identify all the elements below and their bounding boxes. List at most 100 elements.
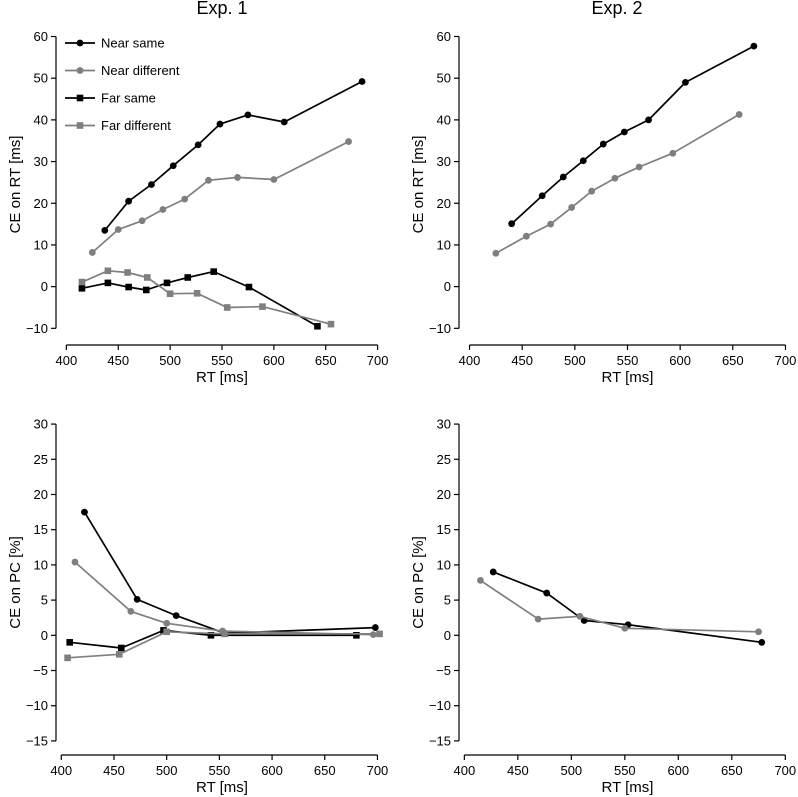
y-tick-label: 60 (437, 29, 451, 44)
series-line (492, 571, 762, 644)
x-tick-label: 550 (211, 353, 233, 368)
data-point (755, 628, 762, 636)
data-point (669, 149, 677, 157)
y-tick-label: −15 (26, 733, 48, 748)
x-tick-label: 700 (367, 763, 389, 778)
legend-item-near_diff: Near different (65, 63, 180, 78)
data-point (66, 639, 74, 646)
series-near-different (476, 576, 762, 636)
legend-label: Far same (101, 91, 156, 106)
x-tick-label: 450 (103, 763, 125, 778)
data-point (580, 617, 588, 624)
x-tick-label: 650 (721, 763, 743, 778)
x-tick-label: 600 (263, 353, 285, 368)
x-tick-label: 650 (314, 763, 336, 778)
series-near-same (489, 568, 766, 646)
x-tick-label: 650 (722, 353, 744, 368)
x-tick-label: 550 (614, 763, 636, 778)
data-point (244, 111, 252, 119)
data-point (71, 558, 79, 566)
data-point (599, 140, 607, 148)
series-line (511, 45, 755, 225)
data-point (216, 120, 224, 128)
data-point (78, 278, 86, 286)
data-point (169, 162, 177, 170)
legend: Near same Near different Far same Far diffe… (65, 36, 180, 133)
title-exp2: Exp. 2 (591, 0, 642, 18)
x-tick-label: 700 (774, 763, 796, 778)
y-tick-label: 60 (34, 29, 48, 44)
y-tick-label: −10 (26, 698, 48, 713)
y-tick-label: 30 (437, 417, 451, 432)
data-point (142, 286, 150, 294)
x-tick-label: 450 (511, 353, 533, 368)
y-tick-label: 5 (444, 593, 451, 608)
data-point (750, 42, 758, 50)
panel-exp2-pc: −15 −10 −5 0 5 10 15 20 25 30 400 450 500 550 600 650 70… (410, 417, 796, 796)
data-point (210, 268, 217, 275)
data-point (234, 174, 241, 181)
data-point (489, 568, 497, 576)
data-point (538, 192, 546, 200)
data-point (221, 630, 228, 638)
y-tick-label: 25 (34, 452, 48, 467)
data-point (621, 624, 629, 632)
data-point (163, 619, 171, 627)
panel-exp2-rt: −10 0 10 20 30 40 50 60 400 450 500 550 600 650 700 RT … (410, 29, 796, 386)
data-point (635, 163, 643, 171)
x-tick-label: 600 (669, 353, 691, 368)
panel-exp1-pc: −15 −10 −5 0 5 10 15 20 25 30 400 450 500 550 600 650 70… (7, 417, 388, 796)
y-tick-label: 0 (444, 628, 451, 643)
y-tick-label: 50 (34, 71, 48, 86)
data-point (125, 283, 132, 291)
series-near-different (492, 111, 743, 257)
y-tick-label: 40 (437, 112, 451, 127)
y-tick-label: 20 (34, 487, 48, 502)
y-tick-label: 5 (41, 593, 48, 608)
data-point (270, 176, 278, 183)
y-axis-label: CE on PC [%] (410, 536, 427, 629)
x-axis-label: RT [ms] (602, 369, 654, 386)
data-point (172, 612, 180, 619)
data-point (523, 232, 530, 240)
legend-marker (76, 122, 84, 129)
data-point (645, 116, 652, 124)
legend-item-far_diff: Far different (65, 118, 171, 133)
y-tick-label: −10 (429, 698, 451, 713)
legend-label: Near same (101, 36, 165, 51)
y-tick-label: −10 (429, 321, 451, 336)
data-point (144, 274, 151, 281)
y-tick-label: 25 (437, 452, 451, 467)
series-line (81, 269, 332, 326)
y-tick-label: 15 (437, 522, 451, 537)
legend-marker (76, 39, 84, 47)
y-tick-label: 40 (34, 112, 48, 127)
y-tick-label: −15 (429, 733, 451, 748)
y-tick-label: −10 (26, 321, 48, 336)
y-tick-label: −5 (436, 663, 451, 678)
data-point (259, 303, 266, 310)
series-line (74, 561, 374, 636)
series-far-different (64, 628, 383, 662)
legend-label: Near different (101, 63, 180, 78)
data-point (114, 226, 122, 233)
data-point (353, 632, 360, 639)
data-point (223, 304, 231, 311)
x-tick-label: 550 (617, 353, 639, 368)
data-point (376, 630, 383, 638)
data-point (508, 220, 516, 228)
series-near-same (81, 508, 379, 637)
data-point (166, 290, 174, 298)
legend-item-near_same: Near same (65, 36, 165, 51)
data-point (194, 141, 202, 149)
legend-marker (76, 67, 84, 74)
y-tick-label: 20 (437, 196, 451, 211)
data-point (78, 285, 86, 292)
data-point (280, 118, 288, 126)
data-point (620, 128, 628, 136)
legend-label: Far different (101, 118, 171, 133)
data-point (163, 279, 171, 287)
series-near-different (71, 558, 377, 639)
x-tick-label: 450 (507, 763, 529, 778)
y-tick-label: 10 (437, 237, 451, 252)
